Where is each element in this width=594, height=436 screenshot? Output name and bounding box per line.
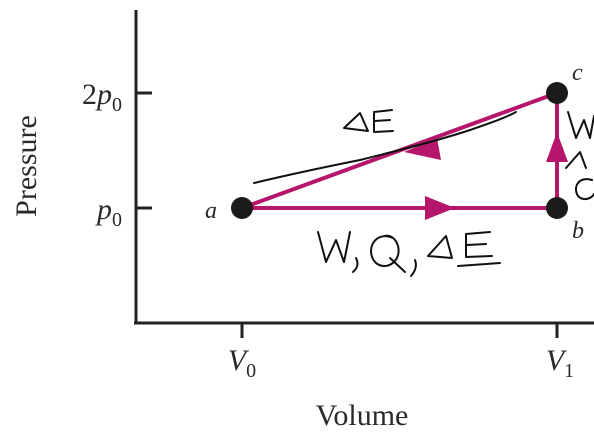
handwriting-lower [317, 231, 501, 277]
handwritten-delta-right [565, 151, 587, 169]
handwritten-e-2 [457, 231, 501, 267]
point-c [546, 82, 568, 104]
handwritten-comma-2 [410, 259, 417, 277]
handwritten-w [317, 231, 351, 263]
handwritten-curve [253, 111, 517, 184]
handwritten-e-1 [373, 109, 394, 133]
point-c-label: c [572, 60, 583, 86]
handwritten-comma-1 [352, 257, 359, 273]
y-tick-label-2p0: 2p0 [82, 78, 122, 116]
arrow-a-to-b [425, 196, 455, 220]
x-tick-label-v1: V1 [546, 344, 574, 382]
point-b-label: b [572, 218, 584, 244]
handwritten-delta-1 [343, 112, 369, 132]
handwritten-q [370, 234, 406, 273]
handwriting-upper [253, 109, 517, 184]
arrow-c-to-a [404, 138, 441, 160]
point-a-label: a [205, 198, 217, 224]
handwritten-partial-right [574, 178, 594, 201]
x-tick-label-v0: V0 [228, 344, 256, 382]
x-axis-label: Volume [316, 399, 409, 432]
y-axis-label: Pressure [10, 115, 43, 217]
point-b [546, 197, 568, 219]
handwritten-delta-2 [427, 235, 453, 259]
handwriting-right [565, 111, 594, 201]
arrow-b-to-c [546, 132, 568, 162]
point-a [231, 197, 253, 219]
y-tick-label-p0: p0 [95, 193, 122, 231]
handwritten-w-right [567, 111, 594, 139]
